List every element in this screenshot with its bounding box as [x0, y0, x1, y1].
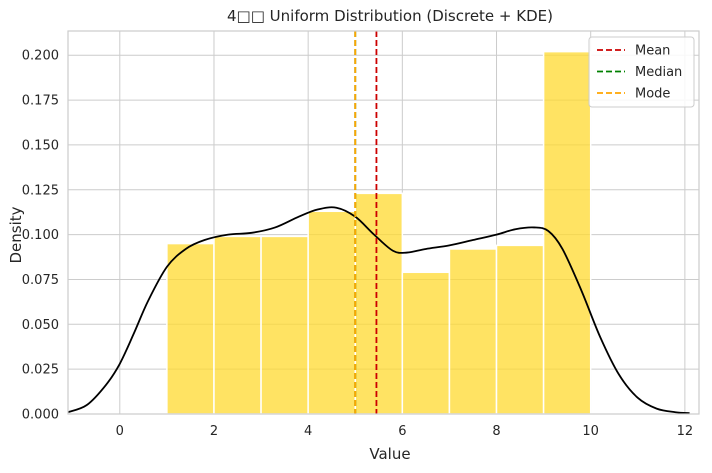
kde-curve — [67, 206, 690, 415]
x-tick-label: 2 — [210, 424, 218, 439]
histogram-bar — [260, 235, 309, 415]
histogram-bar — [354, 192, 404, 415]
histogram-bar — [213, 235, 262, 415]
x-tick-label: 6 — [398, 424, 406, 439]
y-tick-label: 0.025 — [22, 363, 59, 378]
y-axis-label: Density — [7, 206, 25, 263]
legend-label: Mode — [635, 87, 670, 102]
x-tick-label: 0 — [116, 424, 124, 439]
histogram-bar — [495, 244, 545, 415]
histogram-bar — [448, 248, 498, 415]
y-tick-label: 0.200 — [22, 49, 59, 64]
kde-curve-group — [67, 206, 690, 415]
x-tick-label: 8 — [492, 424, 500, 439]
plot-frame — [67, 30, 700, 415]
legend: Mean Median Mode — [588, 36, 695, 108]
statistic-lines — [354, 31, 378, 414]
y-tick-label: 0.125 — [22, 183, 59, 198]
legend-label: Mean — [635, 44, 670, 59]
legend-label: Median — [635, 65, 682, 80]
plot-border — [67, 30, 700, 415]
histogram-bars — [166, 50, 592, 415]
y-tick-label: 0.050 — [22, 318, 59, 333]
chart-title: 4□□ Uniform Distribution (Discrete + KDE… — [227, 7, 553, 25]
y-tick-label: 0.150 — [22, 138, 59, 153]
x-tick-labels: 0 2 4 6 8 10 12 — [116, 424, 693, 439]
x-tick-label: 12 — [677, 424, 694, 439]
y-tick-label: 0.175 — [22, 94, 59, 109]
histogram-bar — [401, 271, 451, 415]
x-tick-label: 10 — [582, 424, 599, 439]
histogram-bar — [166, 242, 215, 415]
y-tick-label: 0.100 — [22, 228, 59, 243]
legend-box — [588, 36, 695, 108]
x-tick-label: 4 — [304, 424, 312, 439]
histogram-bar — [307, 210, 356, 415]
y-tick-label: 0.075 — [22, 273, 59, 288]
x-axis-label: Value — [369, 445, 410, 463]
y-tick-label: 0.000 — [22, 408, 59, 423]
y-tick-labels: 0.000 0.025 0.050 0.075 0.100 0.125 0.150 0.175… — [22, 49, 59, 423]
